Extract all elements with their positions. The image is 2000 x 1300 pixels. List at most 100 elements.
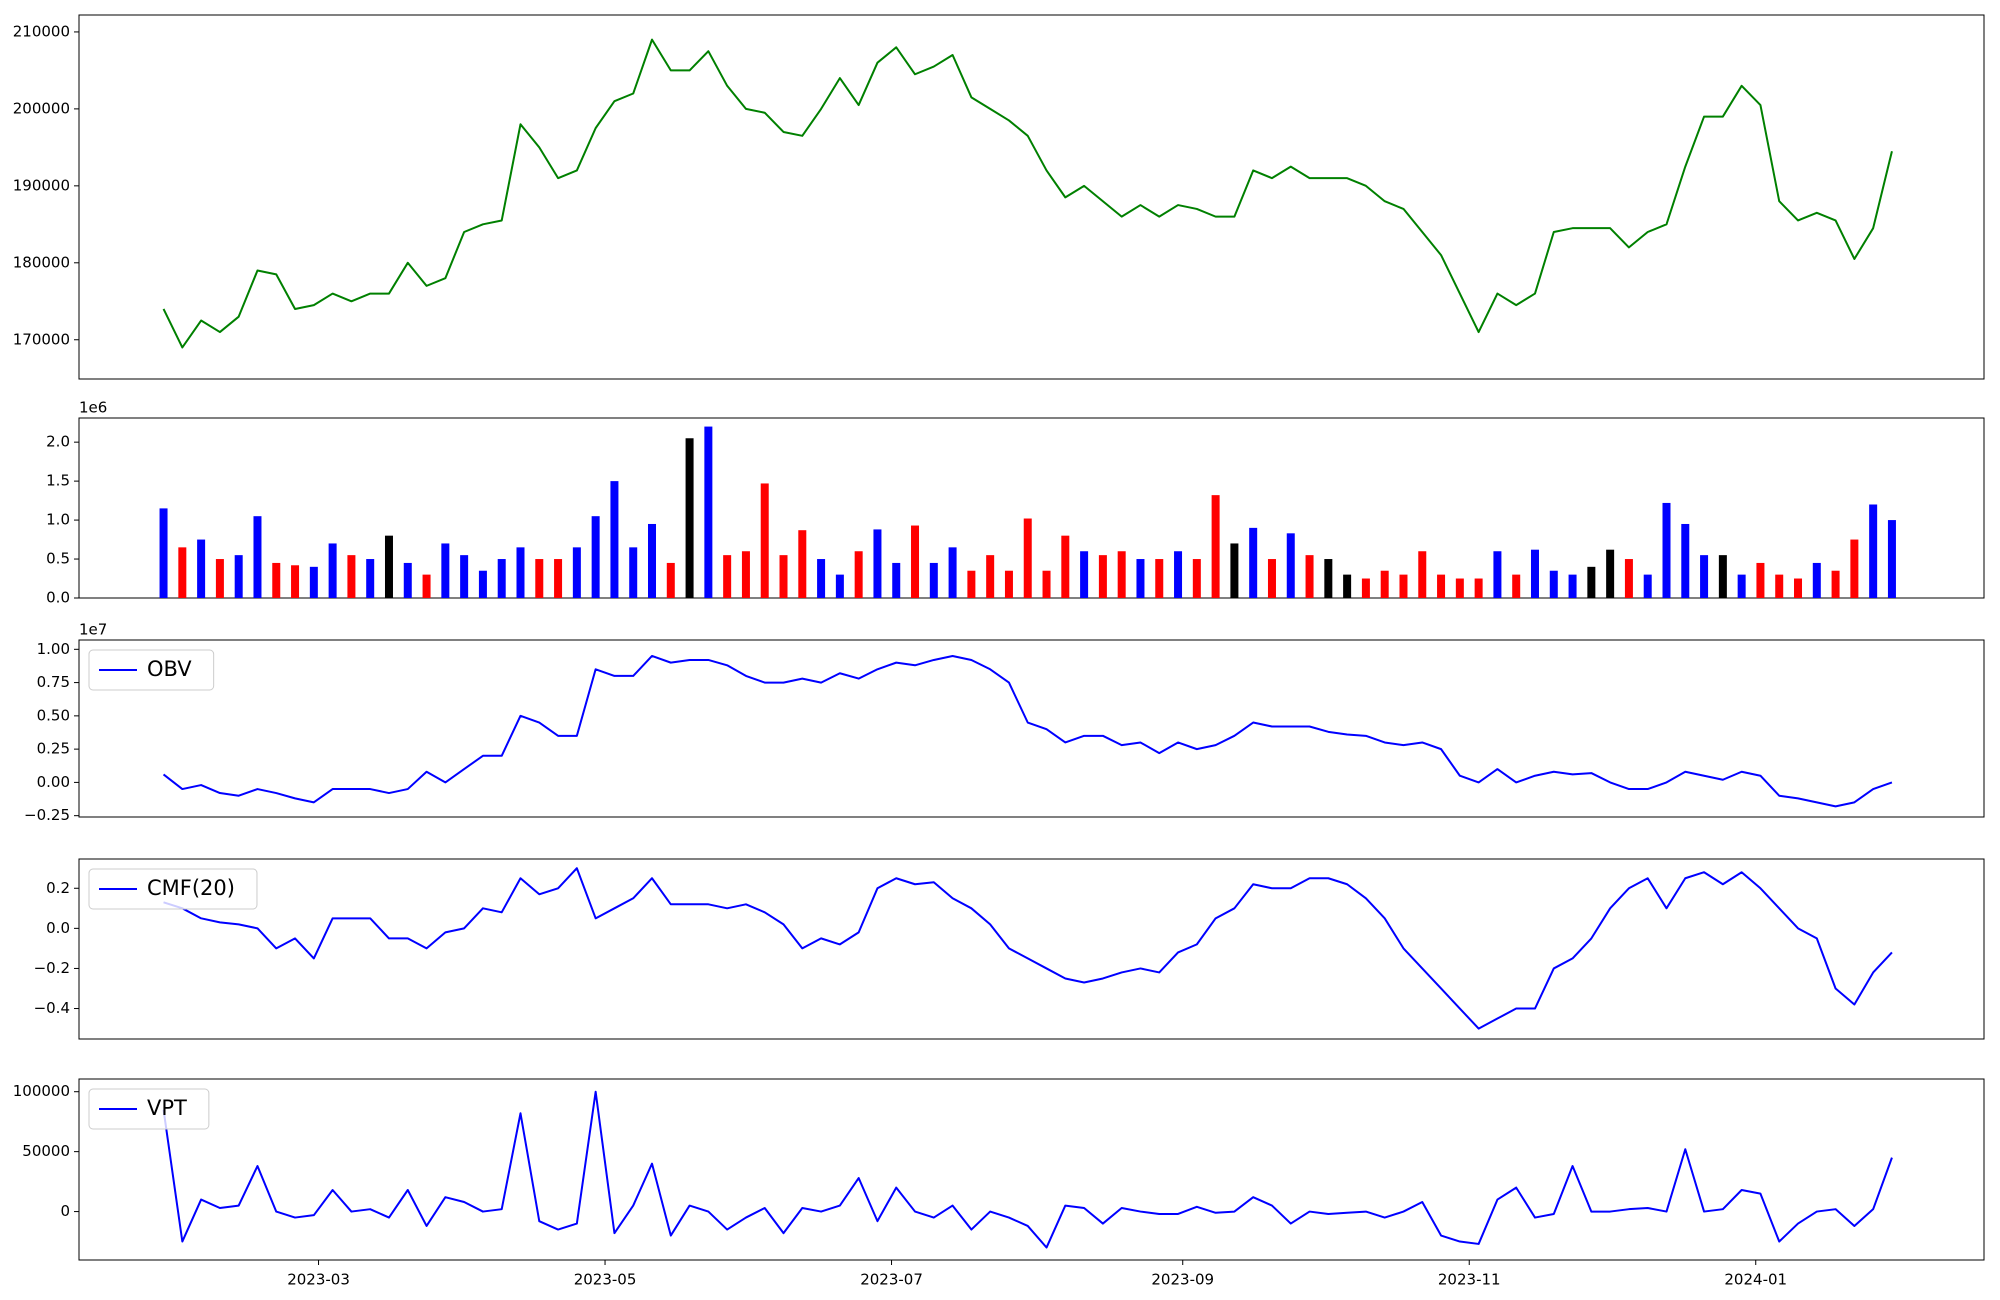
volume-bar (347, 555, 356, 598)
y-tick-label: 0.50 (37, 706, 70, 724)
volume-bar (1174, 551, 1183, 598)
legend-label: VPT (147, 1096, 187, 1120)
volume-bar (1361, 578, 1370, 598)
y-tick-label: 190000 (13, 176, 70, 194)
plot-frame (78, 1078, 1985, 1261)
volume-bar (1249, 527, 1258, 598)
volume-bar (1080, 551, 1089, 598)
panel: −0.25 0.00 0.25 0.50 0.75 1.00 1e7 OBV (24, 621, 1985, 824)
y-tick-label: 0.5 (46, 550, 70, 568)
volume-bar (535, 559, 544, 598)
volume-bar (1775, 574, 1784, 598)
volume-bar (1324, 559, 1333, 598)
y-tick-label: 0.2 (46, 879, 70, 897)
volume-bar (817, 559, 826, 598)
volume-bar (986, 555, 995, 598)
legend: CMF(20) (88, 868, 258, 910)
axis-offset-label: 1e7 (79, 621, 107, 639)
y-tick-label: 170000 (13, 330, 70, 348)
volume-bar (1474, 578, 1483, 598)
volume-bar (741, 551, 750, 598)
volume-bar (178, 547, 187, 598)
volume-bar (1305, 555, 1314, 598)
volume-bar (478, 570, 487, 598)
y-tick-label: −0.2 (34, 959, 70, 977)
y-tick-label: 0.75 (37, 673, 70, 691)
volume-bar (666, 562, 675, 598)
volume-bar (591, 516, 600, 598)
y-tick-label: 0.0 (46, 919, 70, 937)
volume-bar (723, 555, 732, 598)
volume-bar (1887, 520, 1896, 598)
volume-bar (610, 481, 619, 598)
y-tick-label: 180000 (13, 253, 70, 271)
volume-bar (328, 543, 337, 598)
volume-bar (1343, 574, 1352, 598)
volume-bar (1098, 555, 1107, 598)
panel: −0.4 −0.2 0.0 0.2 CMF(20) (34, 858, 1985, 1040)
volume-bar (1023, 518, 1032, 598)
y-tick-label: 1.0 (46, 511, 70, 529)
y-tick-label: 0 (60, 1202, 70, 1220)
line-series (162, 654, 1893, 808)
y-tick-label: 210000 (13, 22, 70, 40)
volume-bar (554, 559, 563, 598)
volume-bar (1662, 502, 1671, 598)
volume-bar (1399, 574, 1408, 598)
volume-bar (1681, 523, 1690, 598)
panel: 0 50000 100000 2023-03 2023-05 2023-07 2023-09… (13, 1078, 1985, 1289)
volume-bar (272, 562, 281, 598)
volume-bar (234, 555, 243, 598)
volume-bar (403, 562, 412, 598)
volume-bar (1286, 533, 1295, 598)
legend-box (88, 1088, 210, 1130)
volume-bar (948, 547, 957, 598)
y-tick-label: 1.5 (46, 472, 70, 490)
y-tick-label: −0.4 (34, 999, 70, 1017)
y-tick-label: 0.25 (37, 740, 70, 758)
volume-bar (460, 555, 469, 598)
volume-bar (366, 559, 375, 598)
volume-bar (629, 547, 638, 598)
line-series (162, 1090, 1893, 1249)
volume-bar (1117, 551, 1126, 598)
volume-bar (1624, 559, 1633, 598)
volume-bar (1493, 551, 1502, 598)
volume-bar (873, 529, 882, 598)
volume-bar (1230, 543, 1239, 598)
volume-bar (1512, 574, 1521, 598)
volume-bar (1530, 549, 1539, 598)
volume-bar (497, 559, 506, 598)
volume-bar (291, 565, 300, 598)
y-tick-label: 2.0 (46, 433, 70, 451)
volume-bar (1812, 562, 1821, 598)
volume-bar (441, 543, 450, 598)
volume-bar (1756, 562, 1765, 598)
volume-bar (1737, 574, 1746, 598)
legend-box (88, 868, 258, 910)
volume-bar (760, 483, 769, 598)
panel: 0.0 0.5 1.0 1.5 2.0 1e6 (46, 399, 1985, 607)
x-tick-label: 2024-01 (1724, 1271, 1787, 1289)
volume-bar (1718, 555, 1727, 598)
volume-bar (1549, 570, 1558, 598)
y-tick-label: 200000 (13, 99, 70, 117)
panel: 170000 180000 190000 200000 210000 (13, 14, 1985, 380)
volume-bar (1267, 559, 1276, 598)
volume-bar (779, 555, 788, 598)
legend-label: OBV (147, 657, 192, 681)
volume-bar (1437, 574, 1446, 598)
volume-bar (798, 530, 807, 598)
volume-bar (1606, 549, 1615, 598)
line-series (163, 867, 1893, 1030)
volume-bar (215, 559, 224, 598)
volume-bar (854, 551, 863, 598)
volume-bar (1794, 578, 1803, 598)
volume-bar (911, 525, 920, 598)
volume-bar (1455, 578, 1464, 598)
y-tick-label: 0.0 (46, 589, 70, 607)
volume-bar (572, 547, 581, 598)
volume-bar (1568, 574, 1577, 598)
volume-bar (1700, 555, 1709, 598)
